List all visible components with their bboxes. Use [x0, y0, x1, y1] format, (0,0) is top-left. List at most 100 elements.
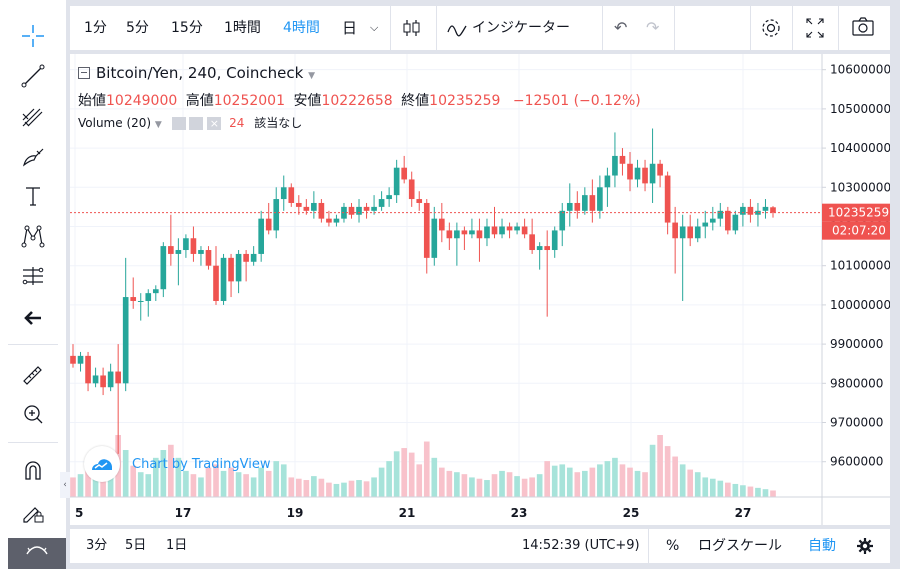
hide-indicator-icon[interactable] [171, 117, 186, 130]
tradingview-watermark[interactable]: Chart by TradingView [84, 446, 270, 482]
bottom-toolbar: 3分 5日 1日 14:52:39 (UTC+9) % ログスケール 自動 [70, 529, 890, 563]
hide-drawings-button[interactable] [8, 538, 66, 569]
auto-scale-toggle[interactable]: 自動 [808, 538, 836, 554]
volume-bar [303, 480, 310, 497]
price-chart[interactable]: 9600000 9700000 9800000 9900000 10000000 1010… [70, 54, 890, 525]
countdown-badge [822, 221, 890, 240]
zoom-in-icon[interactable] [13, 396, 53, 432]
fullscreen-icon[interactable] [804, 6, 826, 50]
settings-gear-icon[interactable] [856, 529, 874, 563]
candle-body [401, 167, 408, 180]
high-value: 10252001 [213, 93, 285, 109]
brush-icon[interactable] [13, 138, 53, 174]
collapse-legend-icon[interactable] [78, 67, 90, 79]
volume-bar [416, 464, 423, 497]
volume-na: 該当なし [254, 116, 303, 130]
volume-bar [228, 467, 234, 497]
indicator-settings-icon[interactable] [189, 117, 204, 130]
volume-bar [318, 478, 325, 497]
time-axis[interactable]: 5 17 19 21 23 25 27 [75, 506, 751, 520]
pattern-tool-icon[interactable] [13, 218, 53, 254]
x-tick-label: 25 [623, 506, 640, 520]
candle-body [243, 253, 249, 262]
remove-indicator-icon[interactable]: × [207, 117, 222, 130]
volume-bar [679, 464, 686, 497]
interval-1m[interactable]: 1分 [84, 20, 107, 36]
volume-bar [401, 448, 408, 497]
volume-legend[interactable]: Volume (20) ▼ × 24 該当なし [78, 114, 302, 131]
crosshair-icon[interactable] [13, 18, 53, 54]
candle-body [484, 226, 490, 239]
range-1d[interactable]: 1日 [166, 538, 188, 553]
chevron-down-icon[interactable]: ⌵ [370, 21, 379, 34]
candle-body [717, 210, 724, 219]
chart-container[interactable]: 9600000 9700000 9800000 9900000 10000000 1010… [60, 54, 890, 525]
volume-bar [694, 472, 701, 497]
interval-4h[interactable]: 4時間 [283, 20, 320, 36]
collapse-toolbar-icon[interactable]: ‹ [60, 472, 70, 498]
volume-bar [657, 435, 663, 497]
lock-drawing-icon[interactable] [13, 494, 53, 530]
symbol-legend[interactable]: Bitcoin/Yen, 240, Coincheck ▼ [78, 64, 315, 82]
range-5d[interactable]: 5日 [125, 538, 147, 553]
indicators-icon[interactable] [446, 6, 470, 50]
volume-bar [649, 444, 656, 497]
volume-bar [536, 474, 543, 497]
back-arrow-icon[interactable] [13, 300, 53, 336]
tradingview-logo-icon [84, 446, 120, 482]
volume-bar [198, 477, 204, 497]
camera-icon[interactable] [850, 6, 876, 50]
volume-bar [612, 457, 618, 497]
volume-bar [250, 477, 257, 497]
candle-body [115, 371, 121, 384]
volume-bar [582, 470, 588, 497]
chevron-down-icon[interactable]: ▼ [308, 71, 316, 81]
candle-body [709, 218, 716, 223]
candle-body [333, 218, 340, 223]
percent-scale-toggle[interactable]: % [666, 538, 680, 554]
volume-bar [514, 476, 520, 497]
indicators-button[interactable]: インジケーター [472, 20, 570, 36]
text-tool-icon[interactable] [13, 178, 53, 214]
chevron-down-icon[interactable]: ▼ [154, 120, 162, 130]
redo-icon[interactable]: ↷ [646, 18, 660, 37]
volume-bar [326, 482, 332, 497]
volume-bar [762, 489, 769, 497]
price-axis[interactable]: 9600000 9700000 9800000 9900000 10000000 1010… [822, 63, 890, 469]
low-label: 安値 [293, 93, 322, 109]
magnet-icon[interactable] [13, 452, 53, 488]
candle-body [747, 206, 754, 215]
candle-body [363, 206, 370, 211]
candle-body [386, 195, 392, 200]
last-price-label: 10235259 [828, 206, 889, 220]
fib-tool-icon[interactable] [13, 98, 53, 134]
y-tick-label: 9800000 [830, 376, 883, 390]
volume-bar [235, 472, 242, 497]
undo-icon[interactable]: ↶ [614, 18, 628, 37]
log-scale-toggle[interactable]: ログスケール [698, 538, 782, 554]
ruler-icon[interactable] [13, 356, 53, 392]
candle-body [100, 375, 106, 388]
candle-style-icon[interactable] [402, 6, 428, 50]
volume-bar [469, 477, 475, 497]
volume-bar [311, 476, 317, 497]
candle-body [77, 355, 84, 364]
volume-bar [476, 478, 483, 497]
candle-body [258, 218, 264, 254]
candle-body [318, 202, 325, 219]
trend-line-icon[interactable] [13, 58, 53, 94]
settings-gear-icon[interactable] [760, 6, 782, 50]
y-tick-label: 10400000 [830, 141, 890, 155]
interval-1d[interactable]: 日 [342, 19, 358, 37]
candle-body [612, 155, 618, 176]
range-3m[interactable]: 3分 [86, 538, 108, 553]
candle-body [672, 222, 678, 239]
interval-15m[interactable]: 15分 [171, 20, 203, 36]
candle-body [356, 206, 362, 215]
prediction-tool-icon[interactable] [13, 258, 53, 294]
interval-5m[interactable]: 5分 [126, 20, 149, 36]
volume-bar [122, 450, 129, 497]
candle-body [521, 226, 528, 235]
interval-1h[interactable]: 1時間 [224, 20, 261, 36]
clock[interactable]: 14:52:39 (UTC+9) [522, 538, 640, 553]
